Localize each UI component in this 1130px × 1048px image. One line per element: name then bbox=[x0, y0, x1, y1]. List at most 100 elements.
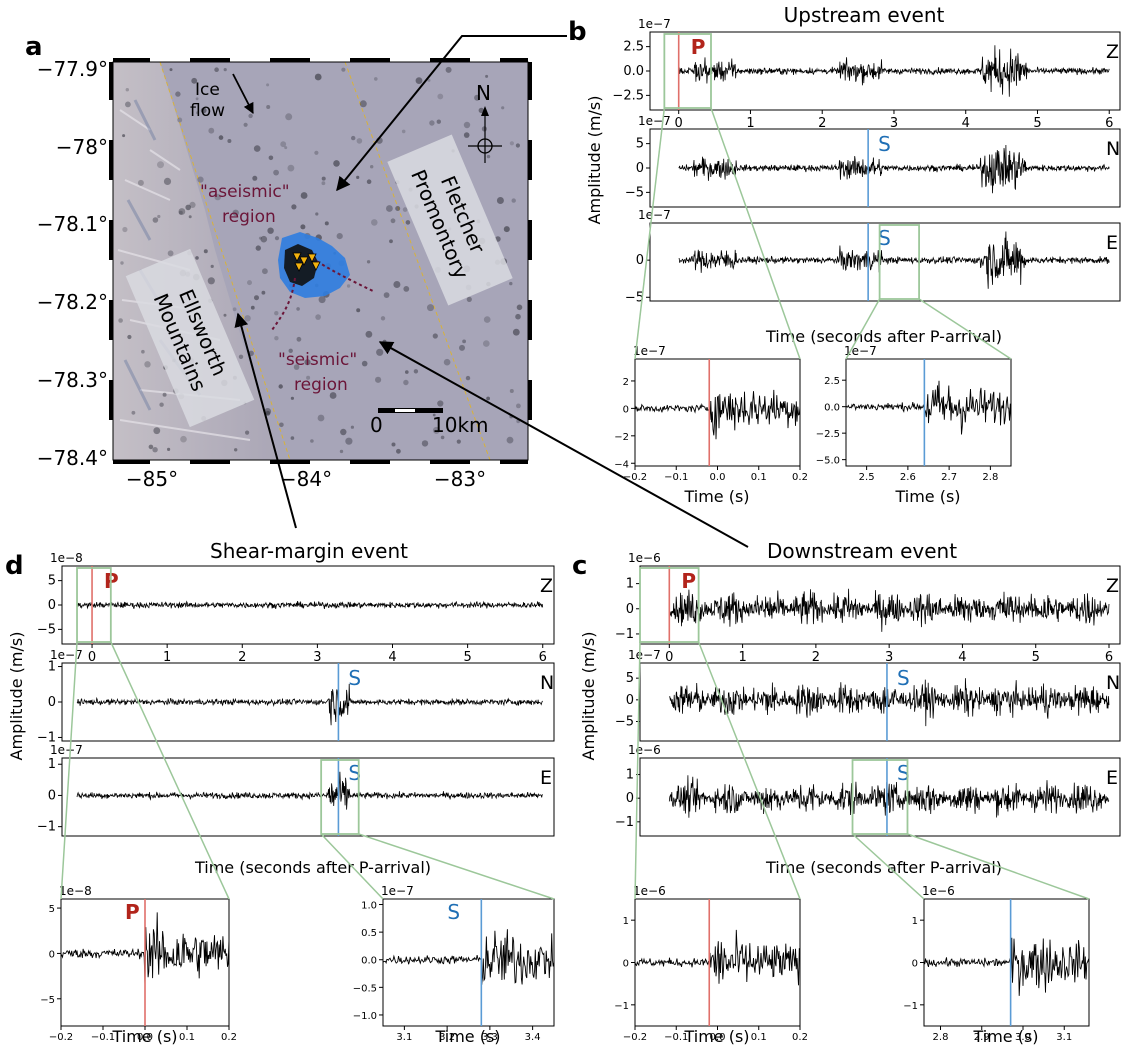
ytick-label: −5 bbox=[40, 995, 55, 1006]
seismicity-dot bbox=[315, 212, 319, 216]
seismicity-dot bbox=[175, 91, 181, 97]
seismicity-dot bbox=[509, 141, 514, 146]
frame-tick-left bbox=[109, 220, 113, 260]
seismicity-dot bbox=[506, 436, 514, 444]
seismicity-dot bbox=[218, 135, 224, 140]
seismicity-dot bbox=[383, 292, 390, 298]
frame-tick-top bbox=[270, 58, 310, 62]
seismicity-dot bbox=[486, 154, 491, 159]
chart-c-zoomS: 1 0 −1 2.8 2.9 3.0 3.1 1e−6 bbox=[903, 884, 1090, 1043]
xtick-label: 2.7 bbox=[941, 472, 957, 483]
chart-c-E: 1 0 −1 1e−6 E S bbox=[615, 743, 1121, 837]
xtick-label: −0.2 bbox=[623, 1032, 647, 1043]
seismicity-dot bbox=[462, 339, 466, 344]
seismicity-dot bbox=[356, 175, 360, 179]
seismicity-dot bbox=[196, 111, 199, 115]
ytick-label: 0 bbox=[49, 949, 55, 960]
seismicity-dot bbox=[232, 307, 237, 312]
seismicity-dot bbox=[413, 369, 419, 374]
scale-offset: 1e−6 bbox=[922, 884, 955, 898]
ytick-label: 0 bbox=[912, 959, 918, 970]
seismicity-dot bbox=[389, 239, 393, 244]
chart-c-N: 5 0 −5 1e−7 N S bbox=[615, 648, 1121, 742]
ytick-label: −1 bbox=[37, 820, 56, 835]
plot-frame bbox=[923, 898, 1090, 1027]
seismicity-dot bbox=[159, 402, 164, 407]
seismicity-dot bbox=[252, 175, 258, 181]
xtick-label: 6 bbox=[539, 650, 547, 665]
frame-tick-right bbox=[528, 140, 532, 180]
panel-b-zoomS-xlabel: Time (s) bbox=[894, 487, 960, 506]
scale-offset: 1e−7 bbox=[50, 648, 83, 662]
xtick-label: 0.1 bbox=[751, 472, 767, 483]
lat-tick-3: −78.2° bbox=[37, 290, 108, 314]
seismicity-dot bbox=[314, 73, 322, 81]
panel-c-zoomP-xlabel: Time (s) bbox=[683, 1027, 749, 1046]
seismicity-dot bbox=[247, 280, 252, 286]
ytick-label: −5 bbox=[625, 290, 644, 305]
seismicity-dot bbox=[223, 68, 227, 72]
xtick-label: 3.2 bbox=[439, 1032, 455, 1043]
zoom-window bbox=[851, 759, 909, 835]
zoom-window bbox=[639, 567, 700, 643]
ytick-label: 5 bbox=[48, 574, 56, 589]
chart-b-zoomP: 2 0 −2 −4 −0.2 −0.1 0.0 0.1 0.2 1e−7 bbox=[614, 344, 808, 483]
panel-c-letter: c bbox=[572, 551, 587, 581]
seismicity-dot bbox=[185, 204, 191, 211]
seismicity-dot bbox=[485, 74, 489, 78]
seismicity-dot bbox=[351, 135, 356, 141]
xtick-label: 0.2 bbox=[221, 1032, 237, 1043]
chart-c-zoomP: 1 0 −1 −0.2 −0.1 0.0 0.1 0.2 1e−6 bbox=[614, 884, 808, 1043]
shear-margin-east bbox=[344, 61, 491, 461]
seismicity-dot bbox=[227, 139, 232, 143]
chart-d-zoomS: 1.0 0.5 0.0 −0.5 −1.0 3.1 3.2 3.3 3.4 1e−7 bbox=[353, 884, 555, 1043]
seismicity-dot bbox=[432, 413, 436, 417]
seismicity-dot bbox=[315, 314, 321, 320]
seismicity-dot bbox=[191, 77, 198, 84]
seismicity-dot bbox=[223, 313, 227, 317]
aseismic-region-label-line2: region bbox=[222, 207, 276, 227]
zoom-connector bbox=[110, 641, 230, 900]
seismicity-dot bbox=[290, 436, 295, 440]
seismicity-dot bbox=[478, 107, 484, 114]
waveform-trace bbox=[668, 775, 1110, 818]
seismicity-dot bbox=[144, 361, 151, 368]
scale-offset: 1e−6 bbox=[628, 743, 661, 757]
ytick-label: 0 bbox=[623, 404, 629, 415]
seismicity-dot bbox=[380, 316, 386, 321]
zoom-connector bbox=[634, 641, 641, 900]
ytick-label: 0 bbox=[48, 598, 56, 613]
ytick-label: 1 bbox=[626, 577, 634, 592]
frame-tick-bottom bbox=[500, 460, 528, 464]
waveform-trace bbox=[76, 600, 544, 610]
ytick-label: 0 bbox=[626, 602, 634, 617]
ytick-label: 1.0 bbox=[361, 901, 377, 912]
frame-tick-top bbox=[190, 58, 230, 62]
seismicity-dot bbox=[401, 129, 406, 134]
seismicity-dot bbox=[365, 330, 373, 338]
panel-b-ylabel: Amplitude (m/s) bbox=[585, 96, 604, 225]
zoom-window bbox=[320, 759, 360, 835]
seismicity-dot bbox=[324, 221, 329, 226]
seismicity-dot bbox=[293, 364, 300, 370]
p-phase-label: P bbox=[691, 35, 706, 59]
arrow-downstream bbox=[378, 341, 749, 548]
waveform-trace bbox=[678, 144, 1110, 194]
scale-offset: 1e−6 bbox=[633, 884, 666, 898]
zoom-connector bbox=[697, 641, 801, 900]
seismicity-dot bbox=[274, 236, 280, 241]
panel-b-letter: b bbox=[568, 17, 587, 47]
seismicity-dot bbox=[374, 77, 378, 81]
lat-tick-1: −78° bbox=[56, 135, 108, 159]
lat-tick-2: −78.1° bbox=[37, 212, 108, 236]
component-label: N bbox=[1106, 672, 1120, 694]
seismicity-dot bbox=[255, 245, 261, 251]
aseismic-boundary bbox=[311, 257, 376, 293]
panel-d-title: Shear-margin event bbox=[210, 539, 408, 563]
seismicity-dot bbox=[157, 214, 161, 219]
seismicity-dot bbox=[214, 193, 221, 201]
seismicity-dot bbox=[265, 410, 271, 416]
ytick-label: 1 bbox=[626, 768, 634, 783]
seismicity-dot bbox=[432, 426, 440, 434]
ytick-label: 2.5 bbox=[824, 376, 840, 387]
